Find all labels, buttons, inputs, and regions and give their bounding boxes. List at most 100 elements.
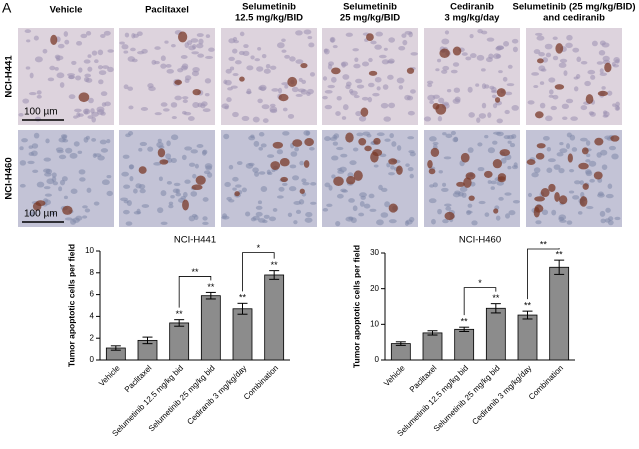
apoptotic-cell [287,76,298,87]
cell [171,116,177,120]
cell [54,67,59,71]
cell [227,87,233,91]
cell [196,43,204,49]
cell [133,188,138,194]
cell [608,145,617,151]
cell [602,55,610,62]
cell [481,83,487,90]
cell [605,207,611,213]
cell [97,65,103,70]
cell [535,32,543,36]
cell [106,139,111,144]
cell [127,56,135,62]
cell [608,216,614,221]
cell [388,37,396,43]
cell [254,171,260,177]
apoptotic-cell [292,139,303,147]
cell [102,65,109,69]
apoptotic-cell [463,177,472,188]
apoptotic-cell [534,111,544,119]
cell [86,187,92,193]
apoptotic-cell [50,34,58,46]
cell [63,31,69,37]
y-tick-label: 0 [375,355,380,364]
apoptotic-cell [526,159,536,165]
cell [504,192,512,196]
cell [190,149,198,154]
cell [248,162,255,167]
row-label: NCI-H460 [4,157,15,199]
cell [465,56,472,61]
cell [360,195,366,200]
cell [250,55,255,60]
comparison-label: * [478,278,482,288]
micrograph [221,28,317,125]
cell [276,195,284,199]
apoptotic-cell [278,93,289,102]
cell [597,193,605,198]
cell [481,102,487,109]
apoptotic-cell [492,159,502,169]
cell [70,188,78,194]
cell [157,207,164,214]
cell [443,156,452,160]
cell [196,33,204,38]
cell [589,111,596,117]
cell [228,199,235,203]
cell [487,147,496,154]
apoptotic-cell [331,67,341,75]
cell [566,34,573,41]
cell [246,88,252,95]
column-header: 3 mg/kg/day [445,13,501,24]
cell [85,135,90,140]
apoptotic-cell [303,160,310,168]
cell [98,70,107,76]
cell [405,219,413,225]
cell [36,94,42,99]
cell [44,193,52,197]
cell [93,201,100,206]
apoptotic-cell [582,183,589,190]
cell [289,164,297,169]
cell [323,48,330,55]
cell [486,57,493,63]
scale-bar-label: 100 µm [24,107,58,118]
cell [363,203,371,209]
cell [56,72,65,79]
cell [258,132,265,137]
micrograph [322,28,418,125]
comparison-bracket [242,252,275,292]
y-tick-label: 2 [90,333,95,342]
cell [600,149,608,156]
cell [476,117,481,123]
cell [71,60,77,65]
cell [270,65,277,70]
cell [28,152,35,156]
cell [375,31,383,37]
cell [277,87,283,94]
cell [154,112,162,116]
apoptotic-cell [578,162,589,170]
cell [99,139,107,145]
cell [507,140,512,144]
cell [355,78,363,84]
cell [205,34,211,39]
apoptotic-cell [304,138,314,147]
cell [253,140,260,147]
cell [51,172,57,178]
apoptotic-cell [159,159,169,165]
cell [100,33,106,39]
cell [503,41,510,47]
cell [258,86,263,91]
cell [33,132,40,139]
cell [160,63,167,69]
cell [352,205,358,212]
cell [410,89,416,94]
cell [429,136,437,142]
cell [58,186,63,192]
cell [103,30,111,36]
cell [507,135,515,140]
cell [423,116,432,122]
cell [170,134,179,141]
cell [509,143,516,148]
